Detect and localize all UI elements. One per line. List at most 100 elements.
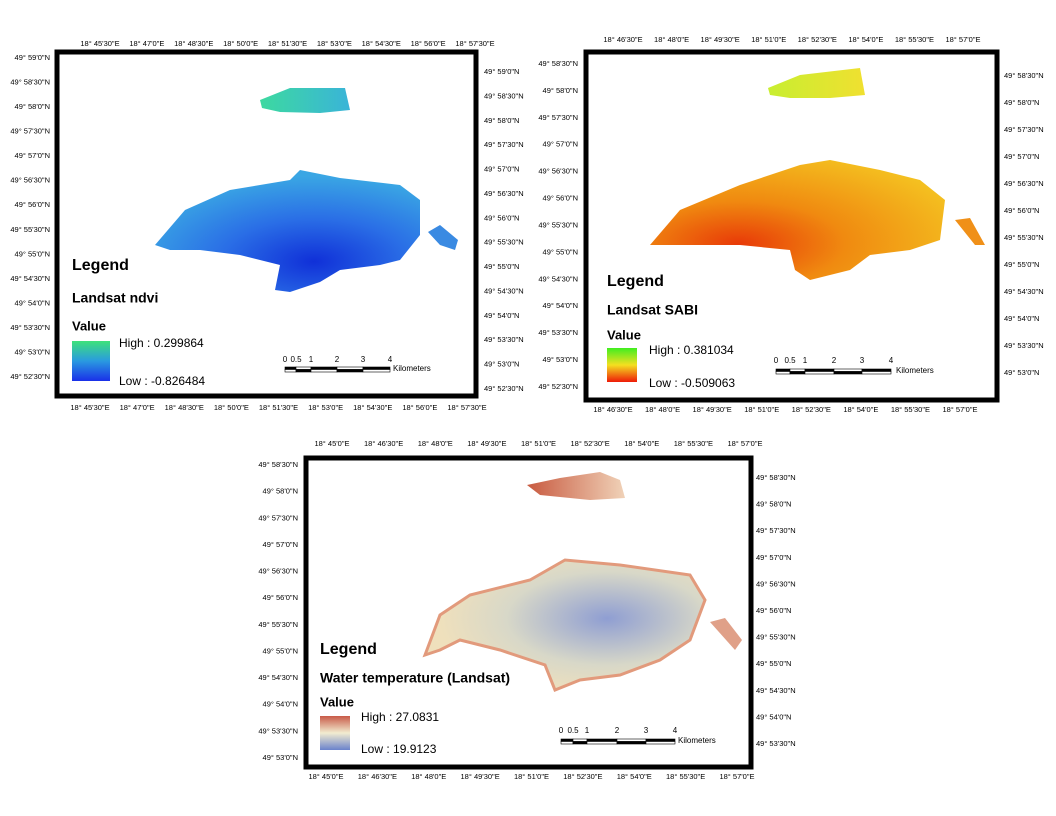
- longitude-label: 18° 46'30"E: [593, 405, 632, 414]
- scale-label: 4: [388, 355, 393, 364]
- scale-label: 1: [309, 355, 314, 364]
- legend-title: Legend: [607, 273, 664, 290]
- latitude-label: 49° 53'30"N: [10, 323, 50, 332]
- longitude-label: 18° 48'0"E: [645, 405, 680, 414]
- latitude-label: 49° 54'0"N: [756, 712, 791, 721]
- layer-name: Landsat SABI: [607, 302, 698, 318]
- longitude-label: 18° 47'0"E: [120, 403, 155, 412]
- latitude-label: 49° 54'0"N: [263, 700, 298, 709]
- scale-label: 4: [889, 356, 894, 365]
- latitude-label: 49° 56'30"N: [1004, 179, 1044, 188]
- latitude-label: 49° 57'0"N: [756, 553, 791, 562]
- layer-name: Landsat ndvi: [72, 290, 158, 306]
- scale-label: 3: [361, 355, 366, 364]
- lake: [428, 225, 458, 250]
- latitude-label: 49° 55'0"N: [1004, 260, 1039, 269]
- latitude-label: 49° 58'30"N: [538, 59, 578, 68]
- longitude-label: 18° 48'0"E: [654, 35, 689, 44]
- latitude-label: 49° 53'30"N: [258, 726, 298, 735]
- scale-label: 2: [615, 726, 620, 735]
- scale-label: 1: [585, 726, 590, 735]
- scale-bar: [572, 741, 588, 745]
- scale-bar: [775, 371, 791, 375]
- scale-label: 1: [803, 356, 808, 365]
- latitude-label: 49° 57'30"N: [1004, 125, 1044, 134]
- high-label: High : 0.381034: [649, 343, 734, 357]
- scale-bar: [295, 369, 312, 373]
- scale-bar: [833, 368, 863, 372]
- scale-label: 0: [559, 726, 564, 735]
- latitude-label: 49° 55'30"N: [1004, 233, 1044, 242]
- scale-bar: [572, 738, 588, 742]
- longitude-label: 18° 54'30"E: [353, 403, 392, 412]
- latitude-label: 49° 57'30"N: [538, 113, 578, 122]
- scale-bar: [789, 371, 806, 375]
- longitude-label: 18° 51'30"E: [259, 403, 298, 412]
- longitude-label: 18° 49'30"E: [467, 439, 506, 448]
- lake: [650, 160, 945, 280]
- value-label: Value: [607, 327, 641, 342]
- latitude-label: 49° 52'30"N: [10, 372, 50, 381]
- scale-bar: [586, 741, 618, 745]
- scale-bar: [616, 738, 647, 742]
- latitude-label: 49° 54'30"N: [484, 286, 524, 295]
- scale-label: 0.5: [290, 355, 302, 364]
- scale-bar: [861, 371, 892, 375]
- latitude-label: 49° 57'0"N: [543, 140, 578, 149]
- latitude-label: 49° 57'0"N: [484, 165, 519, 174]
- high-label: High : 0.299864: [119, 336, 204, 350]
- latitude-label: 49° 56'0"N: [756, 606, 791, 615]
- longitude-label: 18° 48'30"E: [165, 403, 204, 412]
- latitude-label: 49° 57'0"N: [1004, 152, 1039, 161]
- longitude-label: 18° 52'30"E: [563, 772, 602, 781]
- longitude-label: 18° 48'30"E: [174, 39, 213, 48]
- latitude-label: 49° 54'30"N: [258, 673, 298, 682]
- lake: [155, 170, 420, 292]
- latitude-label: 49° 52'30"N: [484, 384, 524, 393]
- latitude-label: 49° 55'30"N: [10, 225, 50, 234]
- longitude-label: 18° 55'30"E: [891, 405, 930, 414]
- scale-bar: [295, 366, 312, 370]
- longitude-label: 18° 49'30"E: [461, 772, 500, 781]
- latitude-label: 49° 57'30"N: [756, 526, 796, 535]
- longitude-label: 18° 53'0"E: [317, 39, 352, 48]
- latitude-label: 49° 55'0"N: [756, 659, 791, 668]
- longitude-label: 18° 50'0"E: [214, 403, 249, 412]
- latitude-label: 49° 53'30"N: [1004, 341, 1044, 350]
- longitude-label: 18° 52'30"E: [571, 439, 610, 448]
- longitude-label: 18° 52'30"E: [798, 35, 837, 44]
- latitude-label: 49° 53'30"N: [756, 739, 796, 748]
- scale-bar: [560, 741, 574, 745]
- longitude-label: 18° 45'30"E: [80, 39, 119, 48]
- latitude-label: 49° 55'30"N: [484, 238, 524, 247]
- latitude-label: 49° 53'30"N: [484, 335, 524, 344]
- scale-bar: [833, 371, 863, 375]
- longitude-label: 18° 57'30"E: [447, 403, 486, 412]
- scale-unit: Kilometers: [678, 736, 716, 745]
- longitude-label: 18° 54'0"E: [848, 35, 883, 44]
- longitude-label: 18° 45'30"E: [70, 403, 109, 412]
- longitude-label: 18° 57'0"E: [942, 405, 977, 414]
- latitude-label: 49° 55'30"N: [538, 220, 578, 229]
- longitude-label: 18° 51'30"E: [268, 39, 307, 48]
- latitude-label: 49° 52'30"N: [538, 382, 578, 391]
- latitude-label: 49° 55'0"N: [484, 262, 519, 271]
- latitude-label: 49° 57'30"N: [10, 127, 50, 136]
- longitude-label: 18° 52'30"E: [792, 405, 831, 414]
- latitude-label: 49° 54'30"N: [756, 686, 796, 695]
- lake: [260, 88, 350, 113]
- scale-label: 4: [673, 726, 678, 735]
- scale-bar: [586, 738, 618, 742]
- scale-bar: [645, 741, 676, 745]
- longitude-label: 18° 48'0"E: [418, 439, 453, 448]
- longitude-label: 18° 51'0"E: [521, 439, 556, 448]
- latitude-label: 49° 55'0"N: [543, 247, 578, 256]
- longitude-label: 18° 54'0"E: [843, 405, 878, 414]
- longitude-label: 18° 56'0"E: [411, 39, 446, 48]
- scale-label: 0.5: [784, 356, 796, 365]
- scale-bar: [336, 369, 364, 373]
- legend-swatch: [320, 716, 350, 750]
- lake: [422, 558, 707, 692]
- scale-bar: [336, 366, 364, 370]
- longitude-label: 18° 47'0"E: [129, 39, 164, 48]
